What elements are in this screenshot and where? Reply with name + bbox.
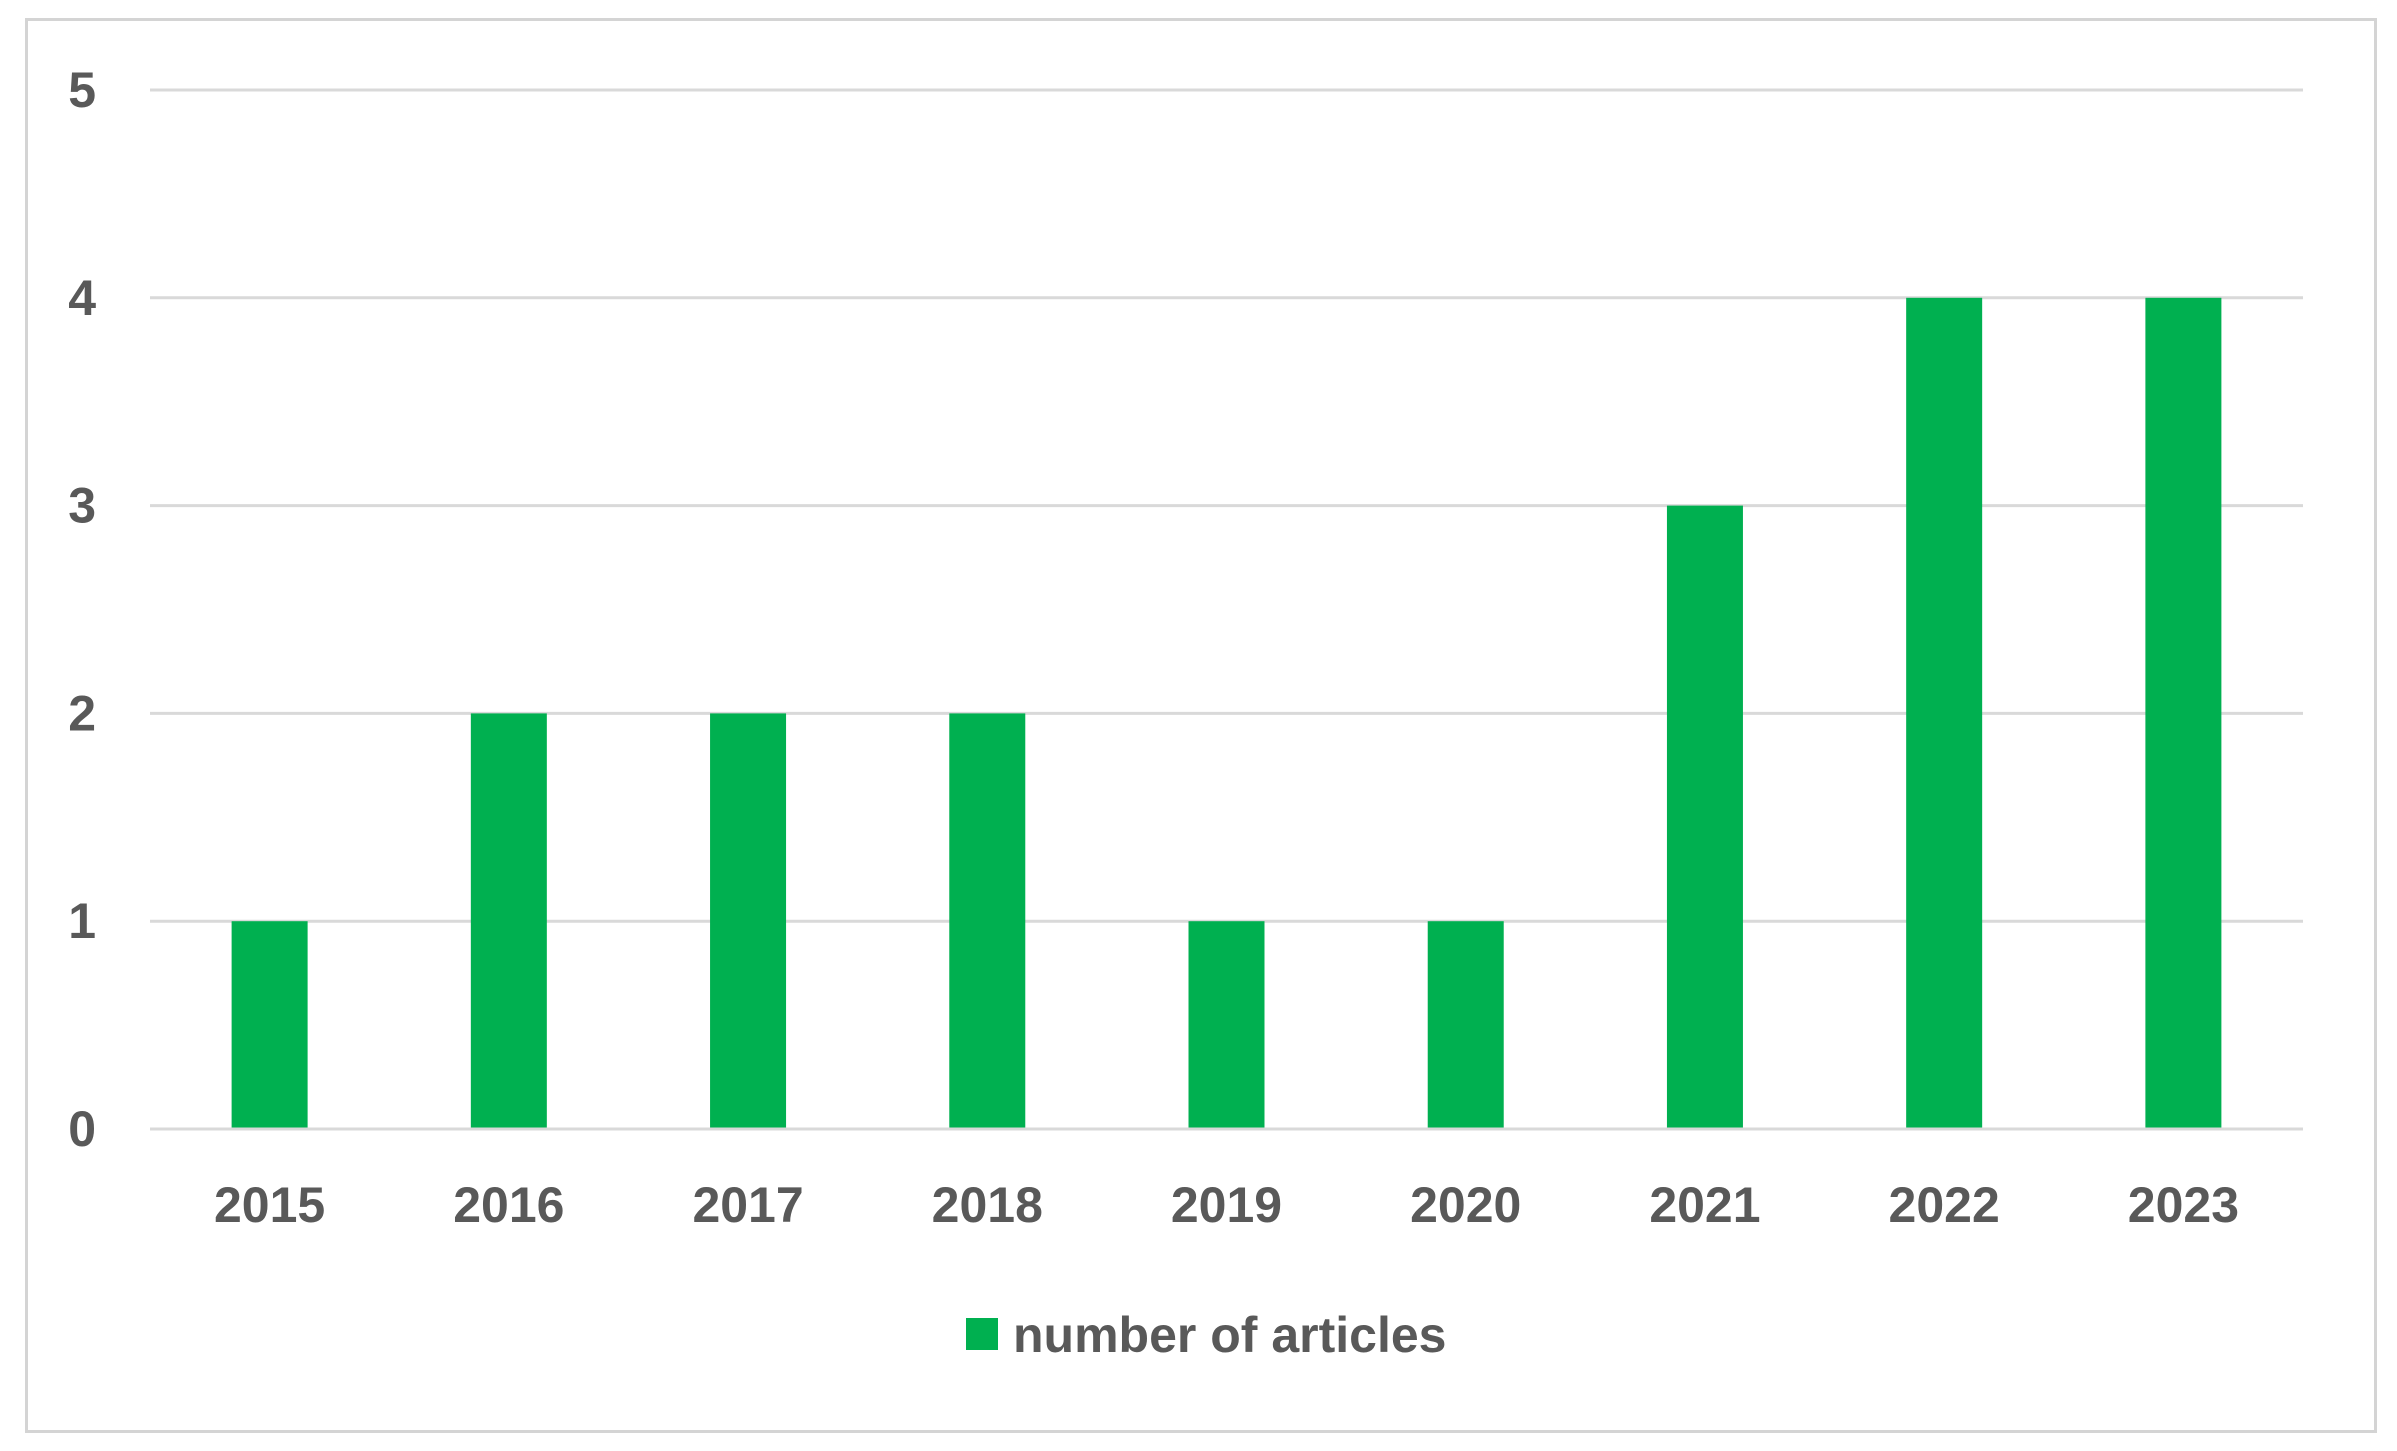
y-tick-label: 2	[68, 685, 96, 741]
x-tick-label-2015: 2015	[214, 1177, 325, 1233]
bar-2016	[470, 713, 547, 1129]
x-tick-label-2023: 2023	[2128, 1177, 2239, 1233]
legend: number of articles	[966, 1307, 1446, 1363]
y-tick-label: 4	[68, 270, 96, 326]
bar-2023	[2145, 297, 2222, 1129]
x-axis-tick-labels: 2015 2016 2017 2018 2019 2020 2021 2022 2023	[214, 1177, 2239, 1233]
bar-2017	[710, 713, 787, 1129]
legend-swatch	[966, 1318, 998, 1350]
x-tick-label-2022: 2022	[1889, 1177, 2000, 1233]
legend-label: number of articles	[1013, 1307, 1446, 1363]
y-tick-label: 5	[68, 62, 96, 118]
x-tick-label-2016: 2016	[453, 1177, 564, 1233]
bar-2020	[1427, 921, 1504, 1129]
bar-2019	[1188, 921, 1265, 1129]
y-tick-label: 3	[68, 478, 96, 534]
bar-2018	[949, 713, 1026, 1129]
bars	[150, 297, 2303, 1131]
chart-frame	[25, 18, 2377, 1433]
x-tick-label-2020: 2020	[1410, 1177, 1521, 1233]
bar-2021	[1666, 505, 1743, 1130]
x-tick-label-2017: 2017	[692, 1177, 803, 1233]
y-axis-tick-labels: 0 1 2 3 4 5	[68, 62, 96, 1157]
y-tick-label: 0	[68, 1101, 96, 1157]
x-tick-label-2019: 2019	[1171, 1177, 1282, 1233]
bar-2015	[231, 921, 308, 1129]
bar-2022	[1906, 297, 1983, 1129]
x-tick-label-2021: 2021	[1649, 1177, 1760, 1233]
y-tick-label: 1	[68, 893, 96, 949]
x-tick-label-2018: 2018	[932, 1177, 1043, 1233]
